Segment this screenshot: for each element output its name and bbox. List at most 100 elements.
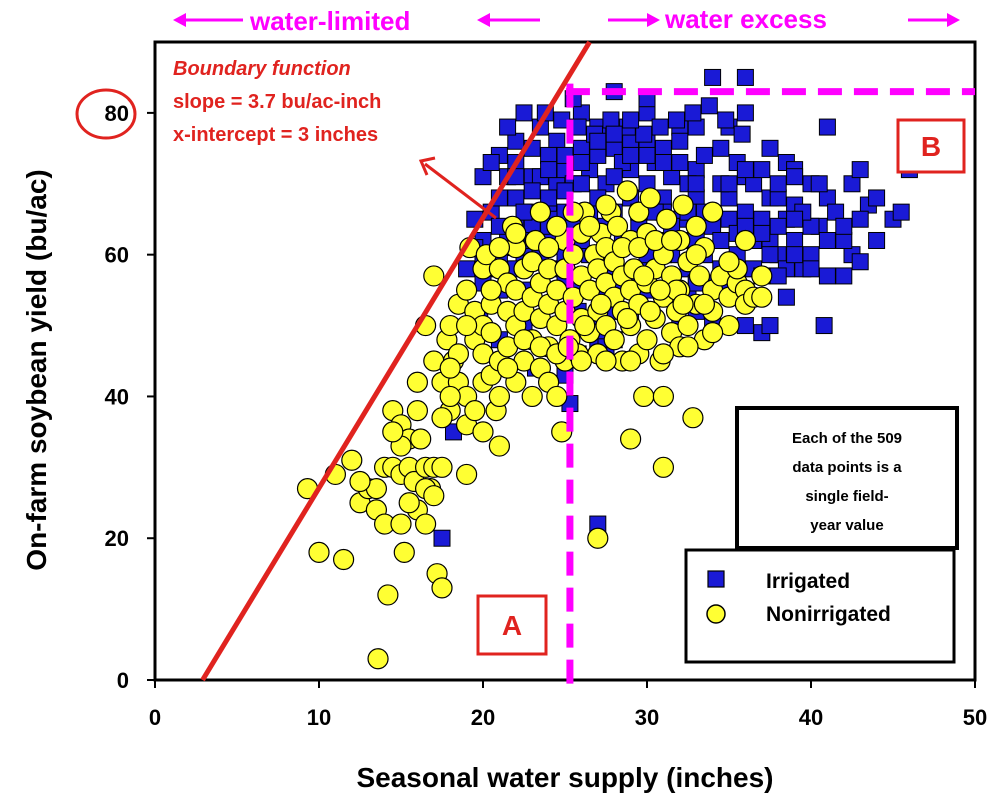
- irrigated-point: [695, 146, 713, 164]
- irrigated-point: [892, 203, 910, 221]
- zone-label-water-excess: water excess: [664, 4, 827, 34]
- nonirrigated-point: [497, 357, 519, 379]
- irrigated-point: [687, 118, 705, 136]
- y-tick-label: 80: [105, 101, 129, 126]
- irrigated-point: [777, 288, 795, 306]
- nonirrigated-point: [660, 229, 683, 252]
- irrigated-point: [736, 203, 754, 221]
- irrigated-point: [507, 189, 525, 207]
- nonirrigated-point: [652, 456, 675, 478]
- irrigated-point: [753, 161, 771, 179]
- irrigated-point: [548, 132, 566, 150]
- irrigated-point: [687, 175, 705, 193]
- nonirrigated-point: [480, 322, 502, 344]
- irrigated-point: [843, 175, 861, 193]
- nonirrigated-point: [529, 201, 552, 223]
- nonirrigated-point: [616, 180, 638, 202]
- nonirrigated-point: [410, 428, 432, 450]
- nonirrigated-point: [595, 194, 617, 216]
- irrigated-point: [622, 111, 640, 129]
- nonirrigated-point: [619, 428, 642, 450]
- irrigated-point: [474, 168, 492, 186]
- boundary-function-title: Boundary function: [173, 58, 351, 80]
- nonirrigated-point: [606, 215, 629, 237]
- note-line-1: Each of the 509: [792, 430, 902, 447]
- nonirrigated-point: [672, 293, 694, 315]
- nonirrigated-point: [578, 215, 601, 237]
- y-axis-title: On-farm soybean yield (bu/ac): [21, 169, 52, 570]
- nonirrigated-point: [480, 279, 502, 301]
- nonirrigated-point: [423, 485, 445, 507]
- irrigated-point: [638, 104, 656, 122]
- irrigated-point: [786, 210, 804, 228]
- irrigated-point: [851, 210, 869, 228]
- irrigated-point: [851, 253, 869, 271]
- y-tick-label: 0: [117, 668, 129, 693]
- irrigated-point: [572, 104, 590, 122]
- nonirrigated-point: [439, 357, 461, 379]
- irrigated-point: [622, 146, 640, 164]
- x-tick-label: 30: [635, 705, 659, 730]
- nonirrigated-point: [439, 385, 461, 408]
- irrigated-point: [835, 231, 853, 249]
- irrigated-point: [736, 104, 754, 122]
- nonirrigated-point: [652, 385, 675, 408]
- annotation-arrowhead: [418, 156, 436, 176]
- nonirrigated-point: [649, 279, 671, 301]
- irrigated-point: [589, 146, 607, 164]
- irrigated-point: [540, 161, 558, 179]
- irrigated-point: [786, 246, 804, 264]
- irrigated-point: [835, 267, 853, 285]
- nonirrigated-point: [656, 208, 678, 230]
- irrigated-point: [769, 217, 787, 235]
- irrigated-point: [835, 217, 853, 235]
- irrigated-point: [540, 146, 558, 164]
- boundary-slope-text: slope = 3.7 bu/ac-inch: [173, 91, 381, 113]
- irrigated-point: [769, 189, 787, 207]
- irrigated-point: [786, 231, 804, 249]
- nonirrigated-point: [590, 293, 612, 315]
- nonirrigated-point: [377, 584, 399, 606]
- nonirrigated-point: [456, 314, 478, 337]
- irrigated-point: [523, 182, 541, 200]
- nonirrigated-point: [546, 215, 568, 237]
- nonirrigated-point: [406, 371, 428, 393]
- irrigated-point: [671, 132, 689, 150]
- irrigated-point: [761, 317, 779, 335]
- irrigated-point: [482, 154, 500, 172]
- nonirrigated-point: [751, 265, 773, 287]
- nonirrigated-point: [431, 456, 453, 478]
- note-line-4: year value: [810, 517, 883, 534]
- nonirrigated-point: [415, 513, 437, 535]
- irrigated-point: [687, 161, 705, 179]
- nonirrigated-point: [521, 385, 543, 408]
- irrigated-point: [605, 125, 623, 143]
- nonirrigated-point: [431, 407, 453, 429]
- nonirrigated-point: [639, 187, 661, 209]
- irrigated-point: [720, 210, 738, 228]
- nonirrigated-point: [718, 251, 740, 273]
- data-points: [296, 68, 918, 670]
- nonirrigated-point: [688, 265, 711, 287]
- nonirrigated-point: [652, 343, 675, 365]
- irrigated-point: [736, 317, 754, 335]
- irrigated-point: [635, 125, 653, 143]
- nonirrigated-point: [546, 385, 568, 408]
- irrigated-point: [717, 111, 735, 129]
- box-b-label: B: [921, 131, 941, 162]
- irrigated-point: [572, 139, 590, 157]
- irrigated-point: [753, 210, 771, 228]
- irrigated-point: [515, 104, 533, 122]
- irrigated-point: [802, 260, 820, 278]
- x-tick-label: 50: [963, 705, 987, 730]
- nonirrigated-point: [488, 236, 510, 259]
- nonirrigated-point: [570, 350, 593, 372]
- nonirrigated-point: [751, 286, 773, 308]
- zone-label-water-limited: water-limited: [249, 6, 410, 36]
- irrigated-point: [663, 168, 681, 186]
- irrigated-point: [761, 139, 779, 157]
- nonirrigated-point: [701, 201, 724, 223]
- nonirrigated-point: [587, 527, 609, 549]
- nonirrigated-point: [672, 194, 694, 216]
- irrigated-point: [868, 189, 886, 207]
